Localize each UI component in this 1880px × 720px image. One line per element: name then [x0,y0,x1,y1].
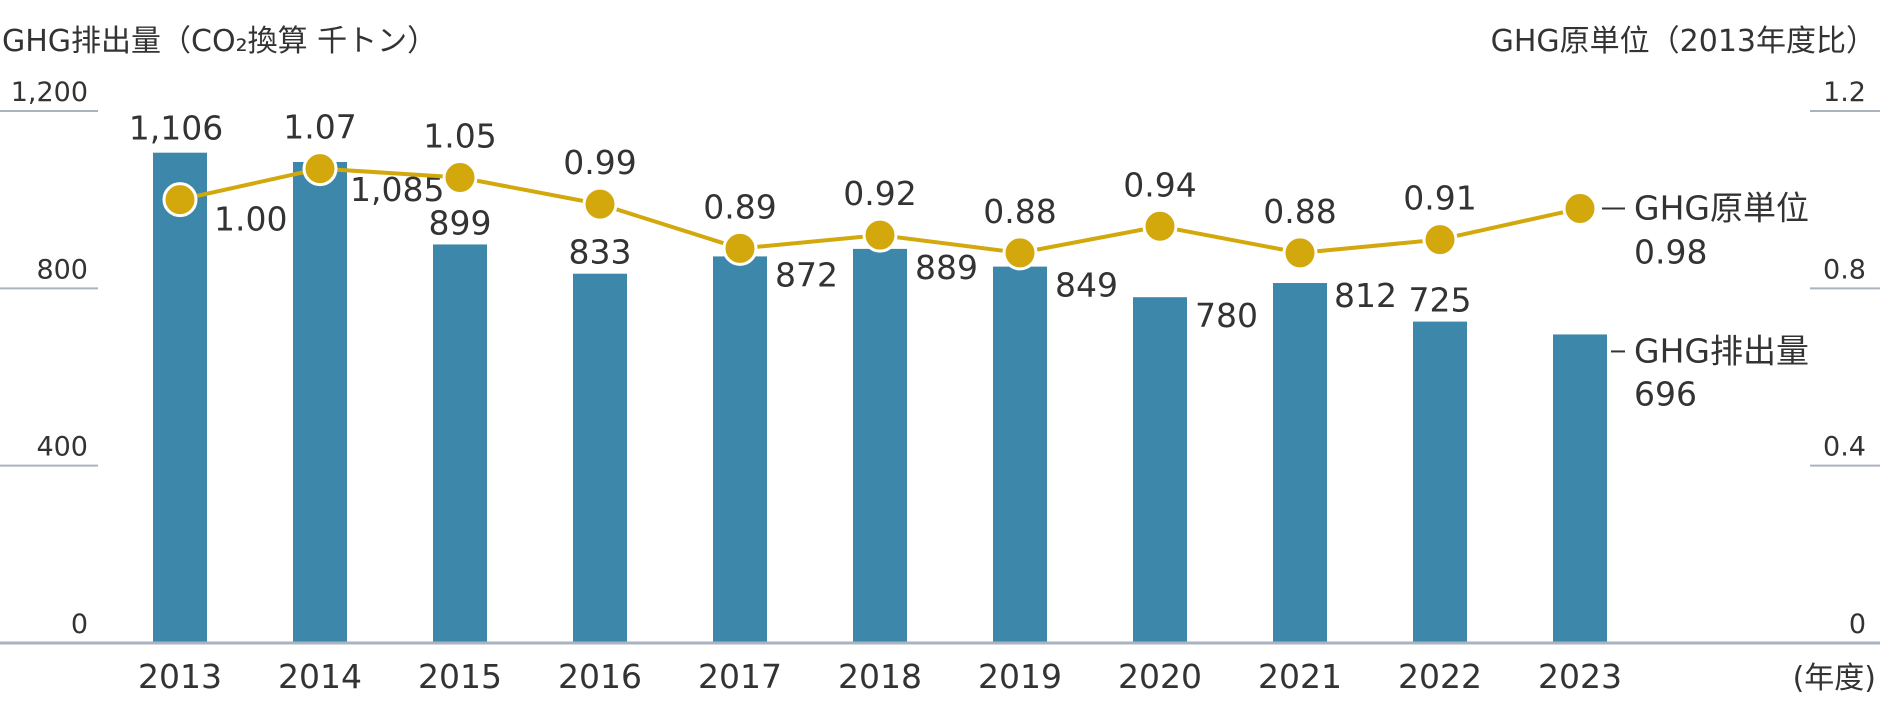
bar-value-label: 872 [775,255,838,294]
right-tick-label: 1.2 [1823,77,1866,108]
line-value-label: 1.05 [423,117,496,156]
line-point [442,160,478,195]
line-value-label: 0.88 [983,192,1056,231]
bar [713,256,767,643]
x-tick-label: 2023 [1538,657,1622,696]
line-value-label: 1.07 [283,108,356,147]
line-value-label: 0.89 [703,187,776,226]
x-tick-label: 2018 [838,657,922,696]
x-axis: 2013 2014 2015 2016 2017 2018 2019 2020 2021 2022… [138,657,1622,696]
x-tick-label: 2017 [698,657,782,696]
bar-value-label: 725 [1409,281,1472,320]
right-tick-label: 0.8 [1823,254,1866,285]
legend-line-name: GHG原単位 [1634,189,1809,228]
bar [1553,334,1607,643]
bar-value-label: 833 [569,233,632,272]
left-axis: 0 400 800 1,200 [0,77,98,640]
x-tick-label: 2021 [1258,657,1342,696]
left-tick-label: 800 [36,254,88,285]
x-tick-label: 2022 [1398,657,1482,696]
bar [853,248,907,644]
right-tick-label: 0.4 [1823,432,1866,463]
bar [1413,321,1467,643]
line-point [1562,191,1598,227]
right-axis-title: GHG原単位（2013年度比） [1491,24,1876,59]
left-tick-label: 1,200 [11,77,88,108]
x-tick-label: 2016 [558,657,642,696]
bar-value-label: 1,106 [129,109,223,148]
line-series: 1.00 1.07 1.05 0.99 0.89 0.92 0.88 0.94 0.88 0.91 [162,108,1598,271]
bar-value-label: 889 [915,248,978,287]
line-point [1422,222,1458,258]
line-value-label: 0.91 [1403,179,1476,218]
bar [293,161,347,643]
legend: GHG原単位 0.98 GHG排出量 696 [1602,189,1809,413]
line-value-label: 0.99 [563,143,636,182]
line-point [1142,208,1178,244]
bar [1273,283,1327,643]
x-unit-label: (年度) [1793,661,1876,696]
x-tick-label: 2013 [138,657,222,696]
line-point [582,186,618,222]
line-point [1282,235,1318,271]
line-value-label: 1.00 [214,200,287,239]
line-point [1002,235,1038,271]
bar-value-label: 812 [1334,276,1397,315]
right-axis: 0 0.4 0.8 1.2 [1810,77,1880,640]
line-value-label: 0.88 [1263,192,1336,231]
bar [993,266,1047,643]
line-point [862,217,898,253]
bar-value-label: 899 [429,203,492,242]
bar-value-label: 780 [1195,296,1258,335]
bar [573,273,627,643]
line-point [302,151,338,187]
bar [1133,297,1187,643]
legend-bar-value: 696 [1634,374,1697,413]
line-value-label: 0.94 [1123,165,1196,204]
x-tick-label: 2019 [978,657,1062,696]
line-value-label: 0.92 [843,174,916,213]
legend-line-value: 0.98 [1634,233,1707,272]
bar [433,244,487,643]
x-tick-label: 2014 [278,657,362,696]
bar [153,152,207,643]
left-tick-label: 400 [36,432,88,463]
x-tick-label: 2020 [1118,657,1202,696]
x-tick-label: 2015 [418,657,502,696]
right-tick-label: 0 [1849,609,1866,640]
bar-value-label: 849 [1055,266,1118,305]
left-axis-title: GHG排出量（CO₂換算 千トン） [2,24,437,59]
legend-bar-name: GHG排出量 [1634,331,1809,370]
line-point [162,182,198,218]
left-tick-label: 0 [71,609,88,640]
line-point [722,230,758,266]
